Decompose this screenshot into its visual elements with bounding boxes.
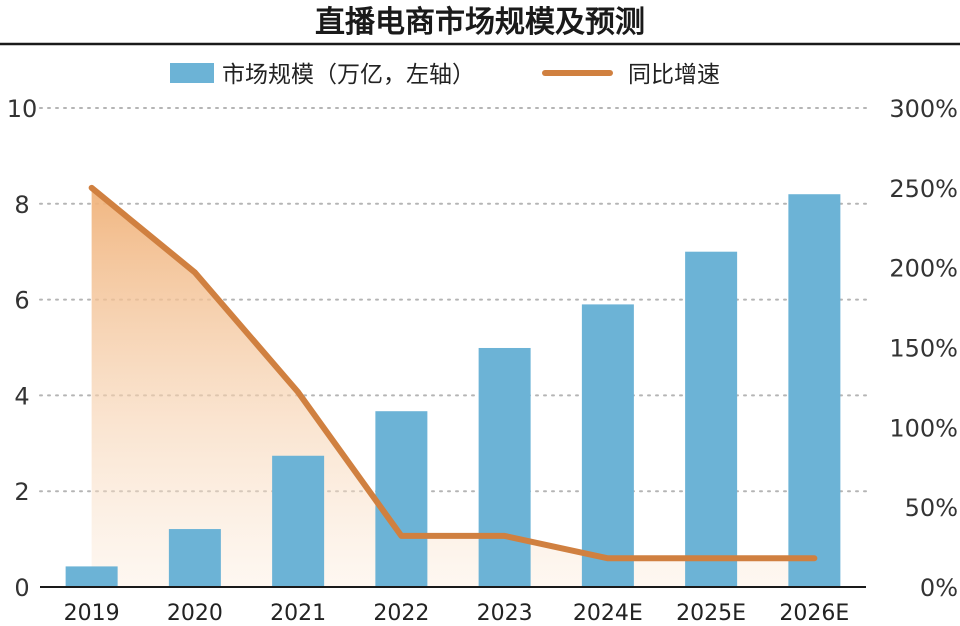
right-axis-tick-label: 150% <box>889 335 958 363</box>
left-axis-tick-label: 10 <box>7 95 38 123</box>
bars <box>65 194 841 587</box>
x-axis-tick-label: 2021 <box>270 601 326 626</box>
bar-2026E <box>788 194 841 587</box>
x-axis-ticks: 2019 2020 2021 2022 2023 2024E 2025E 2026E <box>64 601 850 626</box>
bar-2020 <box>168 529 221 587</box>
legend-line-label: 同比增速 <box>628 62 720 88</box>
growth-line <box>88 184 818 562</box>
bar-2022 <box>375 411 428 587</box>
bar-2024E <box>581 304 634 587</box>
x-axis-tick-label: 2025E <box>676 601 746 626</box>
right-axis-tick-label: 50% <box>905 494 958 522</box>
left-axis-tick-label: 2 <box>14 478 29 506</box>
right-axis-ticks: 0% 50% 100% 150% 200% 250% 300% <box>889 95 958 602</box>
left-axis-tick-label: 8 <box>14 191 29 219</box>
legend-bar-label: 市场规模（万亿，左轴） <box>222 62 475 88</box>
right-axis-tick-label: 0% <box>920 574 958 602</box>
bar-2023 <box>478 347 531 587</box>
right-axis-tick-label: 200% <box>889 255 958 283</box>
left-axis-tick-label: 6 <box>14 287 29 315</box>
right-axis-tick-label: 100% <box>889 414 958 442</box>
x-axis-tick-label: 2020 <box>167 601 223 626</box>
x-axis-tick-label: 2019 <box>64 601 120 626</box>
right-axis-tick-label: 300% <box>889 95 958 123</box>
chart-title: 直播电商市场规模及预测 <box>315 5 645 40</box>
bar-2025E <box>685 251 738 587</box>
x-axis-tick-label: 2024E <box>573 601 643 626</box>
x-axis-tick-label: 2026E <box>779 601 849 626</box>
left-axis-tick-label: 0 <box>14 574 29 602</box>
bar-2019 <box>65 566 118 587</box>
left-axis-tick-label: 4 <box>14 382 29 410</box>
legend: 市场规模（万亿，左轴） 同比增速 <box>170 62 720 88</box>
x-axis-tick-label: 2022 <box>373 601 429 626</box>
right-axis-tick-label: 250% <box>889 175 958 203</box>
legend-bar-swatch <box>170 63 214 83</box>
bar-2021 <box>272 455 325 587</box>
x-axis-tick-label: 2023 <box>477 601 533 626</box>
left-axis-ticks: 0 2 4 6 8 10 <box>7 95 38 602</box>
